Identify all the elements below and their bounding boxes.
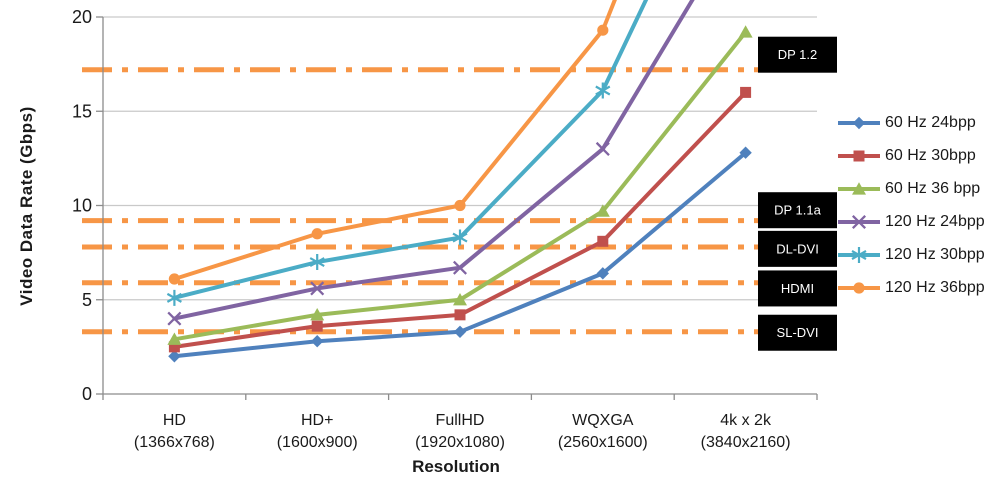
x-category-label: WQXGA (572, 412, 634, 429)
ref-label-hdmi: HDMI (781, 281, 814, 296)
marker-x-wqxga (595, 141, 610, 156)
marker-triangle-hd (310, 308, 325, 321)
marker-square-fullhd (454, 309, 466, 321)
marker-triangle-4k-x-2k (738, 25, 753, 38)
x-category-label: FullHD (436, 412, 485, 429)
legend-marker-triangle (852, 181, 866, 195)
legend-label: 120 Hz 36bpp (885, 278, 985, 296)
marker-square-hd (168, 341, 180, 353)
legend-label: 60 Hz 30bpp (885, 146, 976, 164)
y-tick-label: 20 (72, 7, 92, 27)
legend-label: 120 Hz 24bpp (885, 212, 985, 230)
ref-label-box-sl-dvi (758, 314, 837, 351)
marker-circle-wqxga (597, 24, 609, 36)
marker-circle-hd (311, 228, 323, 240)
square-marker-icon (838, 150, 880, 161)
ref-label-dl-dvi: DL-DVI (776, 241, 819, 256)
x-category-label: 4k x 2k (720, 412, 772, 429)
legend-marker-asterisk (851, 246, 867, 263)
marker-circle-hd (168, 273, 180, 285)
marker-asterisk-wqxga (595, 82, 611, 99)
series-group (166, 0, 753, 363)
x-category-resolution: (1920x1080) (415, 434, 505, 451)
x-category-label: HD+ (301, 412, 333, 429)
legend-marker-circle (853, 281, 865, 294)
x-category-resolution: (1600x900) (277, 434, 358, 451)
ref-label-box-hdmi (758, 270, 837, 307)
x-category-resolution: (1366x768) (134, 434, 215, 451)
legend-label: 60 Hz 24bpp (885, 113, 976, 131)
marker-square-4k-x-2k (740, 86, 752, 98)
triangle-marker-icon (838, 181, 880, 195)
marker-triangle-hd (167, 332, 182, 345)
marker-diamond-wqxga (596, 267, 609, 280)
marker-square-hd (311, 320, 323, 332)
legend-label: 120 Hz 30bpp (885, 245, 985, 263)
circle-marker-icon (838, 281, 880, 294)
ref-label-box-dl-dvi (758, 230, 837, 267)
series-line-120-hz-24bpp (172, 0, 695, 321)
y-axis-title: Video Data Rate (Gbps) (17, 106, 36, 306)
ref-label-sl-dvi: SL-DVI (777, 325, 819, 340)
ref-label-dp-1-1a: DP 1.1a (774, 203, 822, 218)
x-category-resolution: (3840x2160) (701, 434, 791, 451)
x-axis-title: Resolution (412, 457, 500, 476)
y-tick-label: 0 (82, 384, 92, 404)
marker-asterisk-hd (309, 254, 325, 271)
legend-item-60hz-24bpp: 60 Hz 24bpp (836, 106, 985, 139)
legend-item-120hz-36bpp: 120 Hz 36bpp (836, 271, 985, 304)
ref-label-dp-1-2: DP 1.2 (778, 47, 818, 62)
marker-diamond-fullhd (453, 325, 467, 338)
marker-asterisk-fullhd (452, 229, 468, 246)
marker-x-fullhd (452, 260, 468, 275)
x-category-resolution: (2560x1600) (558, 434, 648, 451)
y-tick-label: 5 (82, 290, 92, 310)
ref-label-box-dp-1-1a (758, 192, 837, 229)
legend-item-60hz-30bpp: 60 Hz 30bpp (836, 139, 985, 172)
marker-square-wqxga (597, 235, 609, 247)
marker-asterisk-hd (166, 289, 182, 306)
marker-x-hd (310, 281, 325, 296)
legend-item-60hz-36bpp: 60 Hz 36 bpp (836, 172, 985, 205)
marker-diamond-hd (168, 350, 181, 363)
marker-circle-fullhd (454, 199, 466, 212)
y-tick-label: 15 (72, 101, 92, 121)
y-tick-label: 10 (72, 196, 92, 216)
marker-triangle-fullhd (453, 292, 467, 306)
asterisk-marker-icon (838, 246, 880, 263)
legend-item-120hz-24bpp: 120 Hz 24bpp (836, 205, 985, 238)
marker-diamond-4k-x-2k (739, 146, 752, 159)
legend-marker-square (853, 150, 865, 161)
ref-label-box-dp-1-2 (758, 36, 837, 73)
marker-triangle-wqxga (595, 204, 610, 217)
legend-item-120hz-30bpp: 120 Hz 30bpp (836, 238, 985, 271)
x-marker-icon (838, 214, 880, 229)
x-category-label: HD (163, 412, 186, 429)
legend: 60 Hz 24bpp 60 Hz 30bpp 60 Hz 36 bpp 120… (836, 106, 985, 304)
legend-marker-x (851, 214, 867, 229)
legend-label: 60 Hz 36 bpp (885, 179, 981, 197)
diamond-marker-icon (838, 116, 880, 129)
marker-diamond-hd (311, 335, 324, 348)
legend-marker-diamond (852, 116, 866, 129)
marker-x-hd (167, 311, 182, 326)
